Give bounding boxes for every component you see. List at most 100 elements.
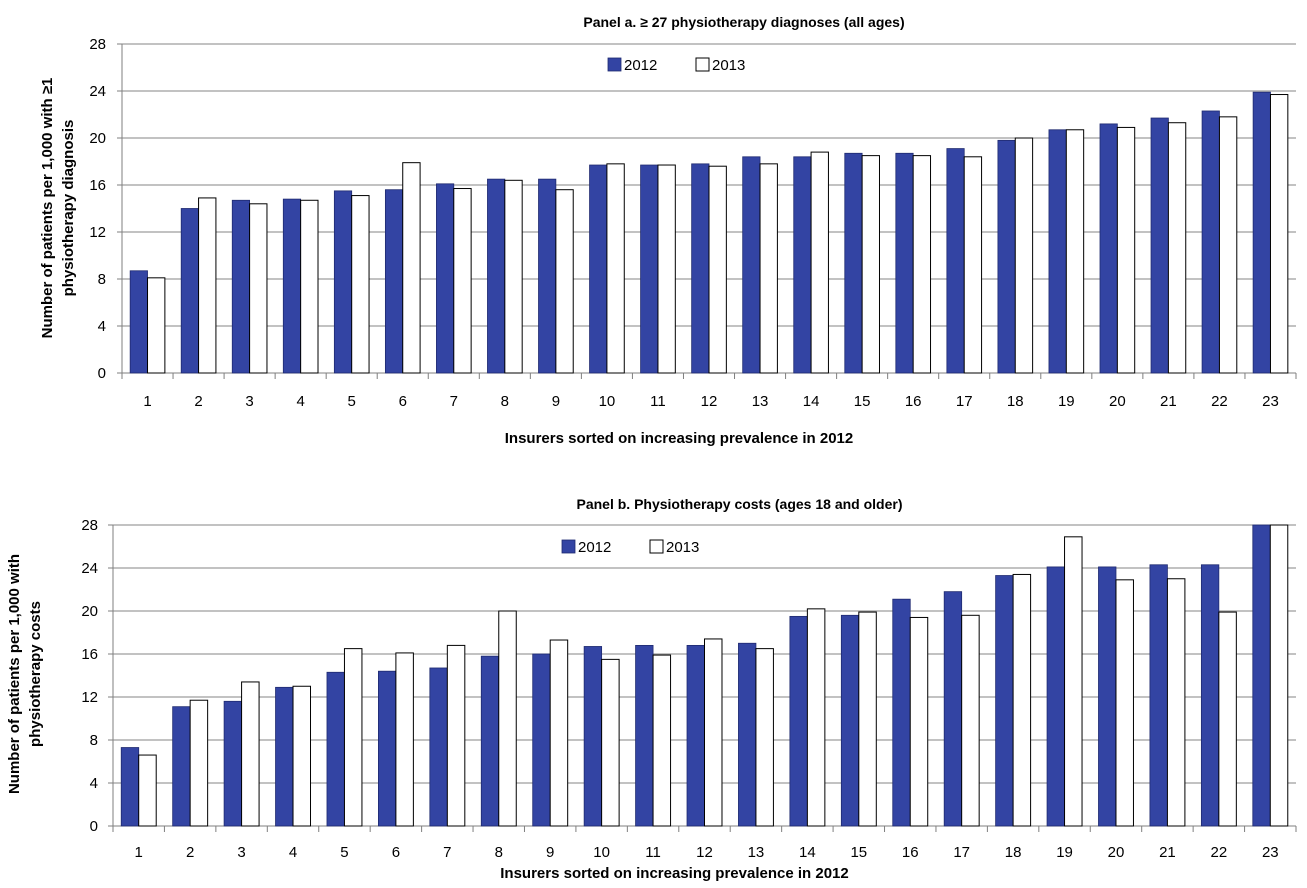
panel-a-bar-2013-insurer-17 — [963, 156, 983, 374]
panel-b-bar-2013-insurer-17 — [961, 614, 980, 827]
panel-b-bar-2013-insurer-15 — [858, 611, 877, 827]
panel-a-bar-2012-insurer-1 — [129, 270, 148, 374]
panel-a-bar-2012-insurer-5 — [333, 190, 353, 374]
panel-a-x-tick-label: 12 — [701, 393, 718, 410]
panel-a-bar-2012-insurer-16 — [895, 152, 914, 374]
panel-b-x-tick-label: 18 — [1005, 844, 1022, 861]
panel-b-bar-2013-insurer-2 — [189, 699, 209, 827]
panel-a-bar-2013-insurer-19 — [1065, 129, 1085, 374]
panel-b-bar-2012-insurer-3 — [223, 700, 242, 827]
panel-a-x-tick-label: 4 — [296, 393, 304, 410]
panel-a-x-tick-label: 14 — [803, 393, 820, 410]
panel-a-bar-2012-insurer-21 — [1150, 117, 1169, 374]
panel-a-x-tick-label: 6 — [399, 393, 407, 410]
panel-a-bar-2012-insurer-6 — [384, 189, 404, 374]
panel-b-y-tick-label: 24 — [81, 560, 98, 577]
panel-b-x-tick-label: 14 — [799, 844, 816, 861]
panel-b-x-tick-label: 8 — [495, 844, 503, 861]
panel-a-x-tick-label: 3 — [245, 393, 253, 410]
panel-a-x-tick-label: 19 — [1058, 393, 1075, 410]
panel-a-x-tick-label: 15 — [854, 393, 871, 410]
panel-a-legend-label-2012: 2012 — [624, 57, 657, 74]
panel-b-title: Panel b. Physiotherapy costs (ages 18 an… — [577, 496, 903, 512]
panel-b-bar-2012-insurer-21 — [1149, 564, 1168, 827]
panel-b-bar-2013-insurer-9 — [549, 639, 569, 827]
panel-b-bar-2013-insurer-11 — [652, 654, 672, 827]
panel-a-y-tick-label: 20 — [89, 130, 106, 147]
panel-a-bar-2013-insurer-12 — [708, 165, 727, 374]
panel-b-bar-2012-insurer-5 — [326, 671, 345, 827]
panel-a-bar-2013-insurer-20 — [1116, 126, 1136, 374]
panel-a-bar-2012-insurer-19 — [1048, 129, 1067, 374]
panel-a-x-tick-label: 13 — [752, 393, 769, 410]
panel-a-bar-2012-insurer-18 — [997, 139, 1016, 374]
panel-a-bar-2013-insurer-23 — [1269, 94, 1289, 374]
panel-b-bar-2013-insurer-16 — [909, 616, 929, 827]
panel-b-bar-2012-insurer-15 — [840, 614, 860, 827]
panel-b-bar-2013-insurer-4 — [292, 685, 312, 827]
panel-b-bar-2012-insurer-2 — [172, 706, 191, 827]
panel-b-bar-2013-insurer-3 — [241, 681, 260, 827]
panel-b-bar-2012-insurer-8 — [480, 655, 500, 827]
panel-a-bar-2013-insurer-5 — [351, 195, 370, 374]
panel-a-bar-2013-insurer-11 — [657, 164, 676, 374]
panel-a-x-tick-label: 18 — [1007, 393, 1024, 410]
panel-b-bar-2012-insurer-12 — [686, 644, 705, 827]
panel-b-bar-2012-insurer-1 — [120, 747, 140, 827]
panel-a-bar-2012-insurer-12 — [691, 163, 710, 374]
panel-a-x-tick-label: 2 — [194, 393, 202, 410]
panel-a-x-tick-label: 23 — [1262, 393, 1279, 410]
panel-a-bar-2013-insurer-3 — [249, 203, 268, 374]
panel-a-bar-2012-insurer-9 — [538, 178, 557, 374]
panel-b-y-axis-title-line-1: Number of patients per 1,000 with — [6, 554, 23, 794]
panel-b-x-tick-label: 5 — [340, 844, 348, 861]
panel-a-y-tick-label: 24 — [89, 83, 106, 100]
panel-a-x-tick-label: 20 — [1109, 393, 1126, 410]
panel-b-y-axis-title-line-2: physiotherapy costs — [27, 601, 44, 747]
panel-b-y-tick-label: 16 — [81, 646, 98, 663]
panel-a-x-axis-title: Insurers sorted on increasing prevalence… — [505, 430, 853, 447]
panel-b-x-tick-label: 22 — [1211, 844, 1228, 861]
panel-b-legend-swatch-2013 — [649, 539, 664, 554]
panel-a-bar-2013-insurer-13 — [759, 163, 778, 374]
panel-a-bar-2012-insurer-20 — [1099, 123, 1118, 374]
panel-a-bar-2012-insurer-8 — [487, 178, 506, 374]
panel-b-bar-2012-insurer-13 — [738, 642, 757, 827]
panel-a-bar-2013-insurer-1 — [147, 277, 166, 374]
panel-b-x-tick-label: 20 — [1108, 844, 1125, 861]
panel-b-y-tick-label: 12 — [81, 689, 98, 706]
panel-a-bar-2012-insurer-13 — [742, 156, 761, 374]
panel-b-y-tick-label: 28 — [81, 517, 98, 534]
panel-b-bar-2012-insurer-22 — [1200, 564, 1220, 827]
panel-a-x-tick-label: 7 — [450, 393, 458, 410]
panel-a-x-tick-label: 17 — [956, 393, 973, 410]
panel-a-bar-2012-insurer-14 — [793, 156, 812, 374]
panel-a-y-tick-label: 12 — [89, 224, 106, 241]
panel-b-x-tick-label: 4 — [289, 844, 297, 861]
panel-b-chart: 0 4 8 12 16 20 24 28 1 2 3 4 5 6 7 8 9 10 11 12 13 14 15 16 17 18… — [0, 452, 1307, 888]
panel-a-bar-2013-insurer-6 — [402, 162, 421, 374]
panel-b-bar-2013-insurer-5 — [343, 648, 363, 827]
panel-b-bar-2013-insurer-8 — [498, 610, 517, 827]
panel-a-bar-2012-insurer-3 — [231, 199, 251, 374]
panel-a-x-tick-label: 9 — [552, 393, 560, 410]
panel-a-bar-2012-insurer-2 — [180, 208, 199, 374]
panel-a-bar-2012-insurer-15 — [844, 152, 863, 374]
panel-a-bar-2012-insurer-22 — [1201, 110, 1220, 374]
panel-b-x-tick-label: 3 — [237, 844, 245, 861]
panel-a-title: Panel a. ≥ 27 physiotherapy diagnoses (a… — [583, 14, 904, 30]
panel-b-bar-2012-insurer-18 — [995, 575, 1014, 827]
panel-b-bar-2013-insurer-12 — [704, 638, 723, 827]
panel-b-x-tick-label: 19 — [1056, 844, 1073, 861]
panel-a-bar-2013-insurer-21 — [1167, 122, 1187, 374]
panel-b-bar-2012-insurer-6 — [378, 670, 397, 827]
panel-a-bar-2012-insurer-23 — [1252, 91, 1271, 374]
panel-b-bar-2013-insurer-14 — [806, 608, 826, 827]
panel-b-bar-2013-insurer-23 — [1269, 524, 1289, 827]
panel-b-x-tick-label: 1 — [135, 844, 143, 861]
panel-a-x-tick-label: 11 — [650, 393, 666, 410]
panel-b-bar-2012-insurer-10 — [583, 646, 603, 827]
panel-b-bar-2012-insurer-19 — [1046, 566, 1065, 827]
